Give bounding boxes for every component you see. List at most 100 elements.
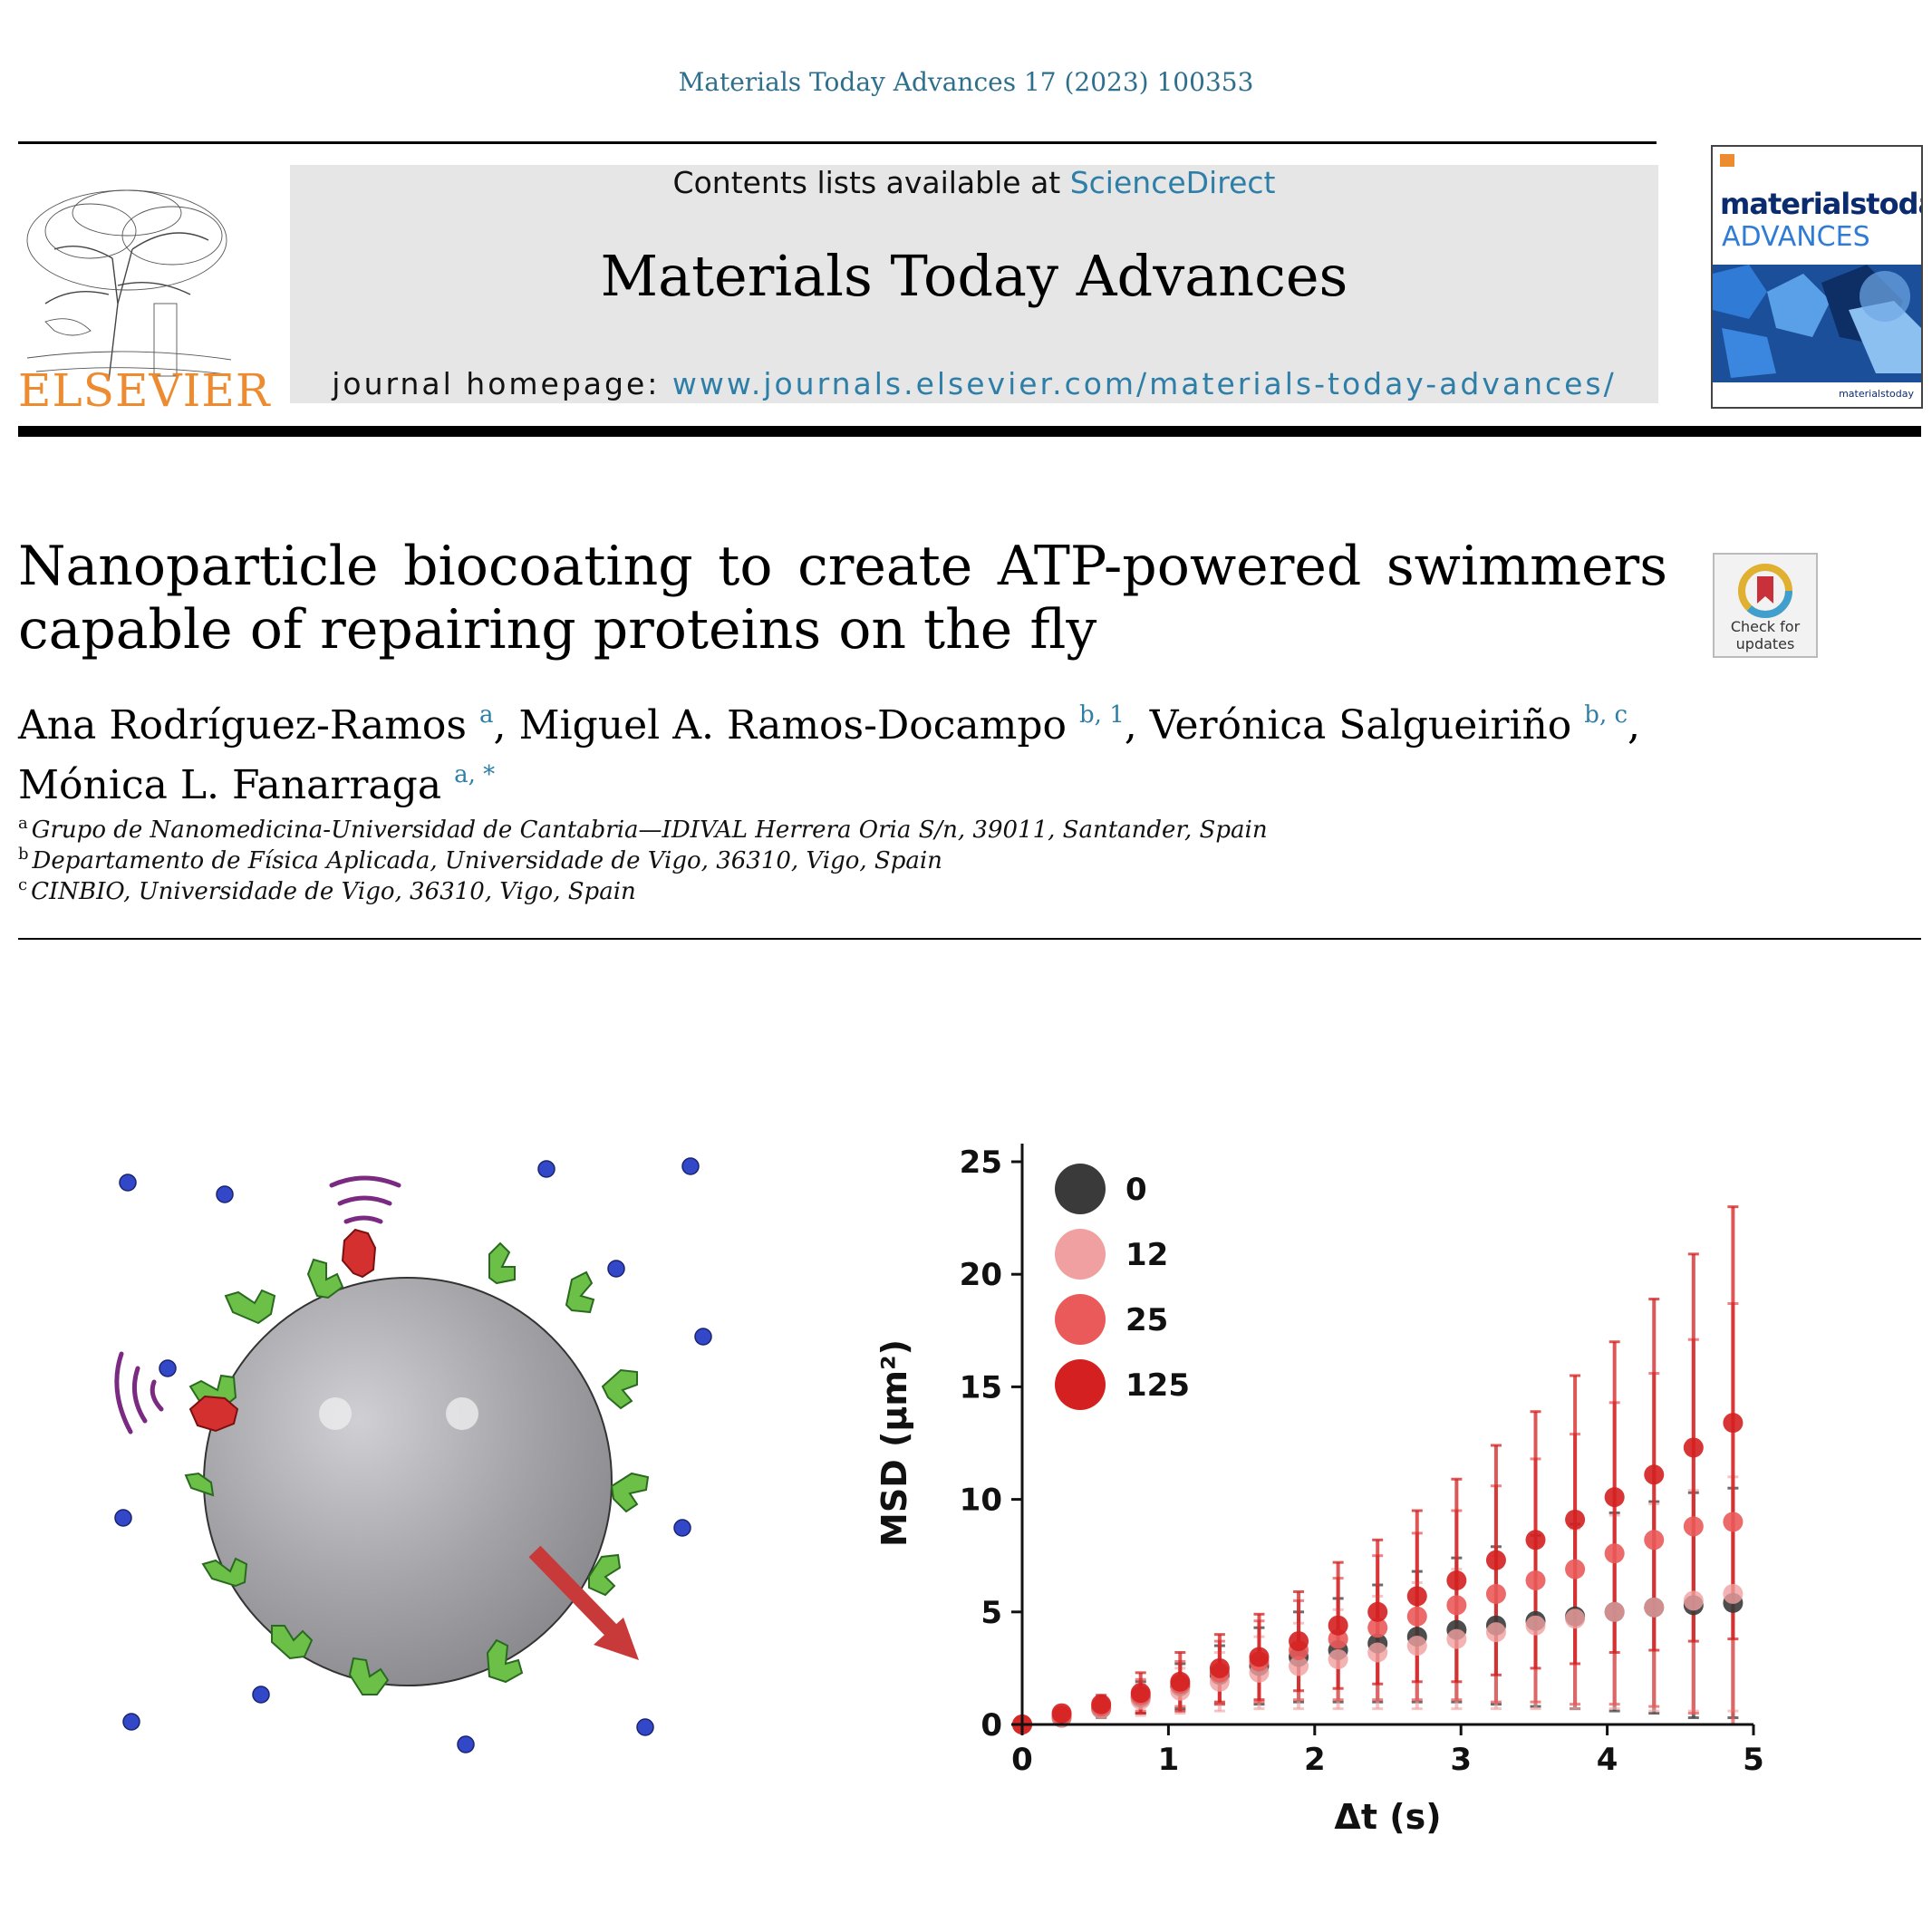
data-point-125 [1289, 1631, 1309, 1652]
legend-marker-0 [1055, 1164, 1106, 1214]
data-point-12 [1485, 1622, 1506, 1643]
sciencedirect-link[interactable]: ScienceDirect [1069, 165, 1276, 200]
author-affiliation-link[interactable]: b, c [1584, 701, 1628, 729]
check-updates-line1: Check for [1730, 618, 1801, 635]
affiliation-b: b Departamento de Física Aplicada, Univer… [18, 845, 942, 874]
author-name: Miguel A. Ramos-Docampo [518, 702, 1067, 749]
data-point-125 [1485, 1550, 1506, 1570]
homepage-link[interactable]: www.journals.elsevier.com/materials-toda… [671, 366, 1617, 401]
cover-artwork [1713, 154, 1921, 407]
data-point-125 [1170, 1671, 1191, 1692]
nanoparticle-sphere [203, 1277, 613, 1686]
data-point-125 [1328, 1615, 1348, 1636]
data-point-125 [1367, 1601, 1388, 1622]
data-point-12 [1328, 1648, 1348, 1669]
x-tick-label: 0 [1011, 1742, 1033, 1778]
author-affiliation-link[interactable]: a, * [454, 761, 496, 788]
data-point-25 [1485, 1583, 1506, 1604]
elsevier-wordmark[interactable]: ELSEVIER [18, 364, 271, 417]
data-point-125 [1683, 1437, 1704, 1458]
cover-title-materialstoday: materialstoday [1720, 187, 1921, 221]
affiliation-text: Departamento de Física Aplicada, Univers… [32, 847, 942, 874]
x-tick-label: 3 [1450, 1742, 1472, 1778]
data-point-25 [1683, 1516, 1704, 1537]
legend-marker-125 [1055, 1359, 1106, 1410]
nanoswimmer-illustration [114, 1157, 712, 1753]
cover-title-advances: ADVANCES [1722, 221, 1870, 253]
data-point-125 [1604, 1487, 1625, 1508]
data-point-125 [1209, 1657, 1230, 1678]
contents-line: Contents lists available at ScienceDirec… [290, 165, 1658, 200]
author-list: Ana Rodríguez-Ramos a, Miguel A. Ramos-D… [18, 691, 1740, 810]
affiliations-divider [18, 938, 1921, 940]
direction-arrow-icon [528, 1545, 639, 1660]
data-point-125 [1525, 1530, 1546, 1550]
y-tick-label: 0 [980, 1707, 1002, 1744]
affiliation-key: c [18, 875, 28, 894]
legend-label: 25 [1125, 1302, 1168, 1338]
data-point-12 [1446, 1628, 1467, 1649]
data-point-12 [1525, 1615, 1546, 1636]
data-point-12 [1644, 1597, 1665, 1618]
affiliation-text: Grupo de Nanomedicina-Universidad de Can… [31, 816, 1268, 844]
x-axis-label: Δt (s) [1334, 1797, 1441, 1837]
legend-label: 125 [1125, 1367, 1190, 1404]
top-divider [18, 141, 1657, 144]
author-name: Verónica Salgueiriño [1149, 702, 1572, 749]
check-for-updates-badge[interactable]: Check for updates [1713, 553, 1818, 658]
y-tick-label: 25 [960, 1145, 1002, 1181]
data-point-12 [1406, 1636, 1427, 1657]
author-separator: , [1124, 702, 1150, 749]
cover-footer: materialstoday [1839, 388, 1914, 400]
data-point-25 [1446, 1595, 1467, 1616]
repaired-protein [188, 1228, 377, 1433]
affiliation-key: a [18, 814, 28, 833]
author-affiliation-link[interactable]: b, 1 [1079, 701, 1125, 729]
data-point-12 [1723, 1583, 1744, 1604]
data-point-25 [1367, 1618, 1388, 1638]
y-axis-label: MSD (μm²) [874, 1339, 914, 1547]
elsevier-tree-logo [26, 189, 232, 382]
article-title: Nanoparticle biocoating to create ATP-po… [18, 535, 1667, 662]
data-point-125 [1644, 1464, 1665, 1485]
homepage-line: journal homepage: www.journals.elsevier.… [290, 366, 1658, 401]
journal-cover-thumbnail[interactable]: materialstoday ADVANCES materialstoday [1711, 145, 1923, 409]
legend-label: 0 [1125, 1172, 1147, 1208]
affiliation-c: c CINBIO, Universidade de Vigo, 36310, Vi… [18, 875, 636, 905]
legend-label: 12 [1125, 1237, 1168, 1273]
legend-marker-12 [1055, 1229, 1106, 1280]
legend: 0 12 25 125 [1055, 1164, 1190, 1410]
x-tick-label: 5 [1743, 1742, 1764, 1778]
data-point-12 [1683, 1590, 1704, 1611]
journal-reference[interactable]: Materials Today Advances 17 (2023) 10035… [678, 67, 1254, 97]
data-point-25 [1723, 1512, 1744, 1532]
homepage-prefix: journal homepage: [332, 366, 672, 401]
affiliation-a: a Grupo de Nanomedicina-Universidad de Ca… [18, 814, 1268, 844]
check-updates-line2: updates [1735, 635, 1795, 652]
data-point-125 [1723, 1413, 1744, 1434]
data-point-125 [1130, 1683, 1151, 1704]
author-affiliation-link[interactable]: a [478, 701, 494, 729]
data-point-12 [1367, 1642, 1388, 1663]
y-tick-label: 15 [960, 1369, 1002, 1406]
contents-prefix: Contents lists available at [672, 165, 1070, 200]
author-name: Ana Rodríguez-Ramos [18, 702, 467, 749]
atp-molecules [114, 1157, 712, 1753]
data-points [1012, 1413, 1744, 1734]
data-point-125 [1406, 1586, 1427, 1607]
x-tick-label: 1 [1158, 1742, 1180, 1778]
signal-waves [114, 1175, 401, 1435]
author-separator: , [1628, 702, 1641, 749]
header-divider [18, 426, 1921, 437]
data-point-25 [1525, 1570, 1546, 1591]
data-point-12 [1604, 1601, 1625, 1622]
data-point-125 [1446, 1570, 1467, 1591]
x-tick-label: 2 [1304, 1742, 1326, 1778]
data-point-125 [1051, 1703, 1072, 1724]
data-point-12 [1289, 1656, 1309, 1676]
legend-marker-25 [1055, 1294, 1106, 1345]
data-point-125 [1249, 1647, 1270, 1667]
enzyme-coating [184, 1241, 650, 1695]
